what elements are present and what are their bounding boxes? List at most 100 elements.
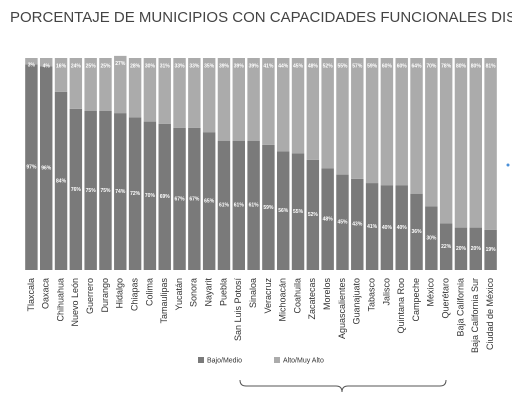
x-tick-label: Sonora xyxy=(189,278,199,307)
bar-segment xyxy=(217,58,231,141)
data-label: 75% xyxy=(86,188,97,194)
bar-segment xyxy=(484,58,497,230)
bar-segment xyxy=(128,58,142,118)
data-label: 69% xyxy=(160,194,171,200)
data-label: 48% xyxy=(323,216,334,222)
bar-segment xyxy=(262,144,275,270)
x-tick-label: Oaxaca xyxy=(41,278,51,309)
bar-segment xyxy=(469,227,483,270)
bar-segment xyxy=(276,151,290,270)
x-tick-label: Ciudad de México xyxy=(485,278,495,350)
bar-segment xyxy=(395,58,408,186)
data-label: 31% xyxy=(160,63,171,69)
data-label: 28% xyxy=(130,63,141,69)
data-label: 16% xyxy=(56,63,67,69)
bar-segment xyxy=(128,117,142,270)
bar-segment xyxy=(276,58,290,152)
data-label: 30% xyxy=(145,63,156,69)
x-tick-label: Nuevo León xyxy=(70,278,80,327)
data-label: 60% xyxy=(382,63,393,69)
bar-segment xyxy=(247,58,260,141)
x-tick-label: Sinaloa xyxy=(248,278,258,308)
data-label: 80% xyxy=(471,63,482,69)
bar-segment xyxy=(173,58,186,128)
x-tick-label: Chihuahua xyxy=(55,278,65,322)
data-label: 19% xyxy=(486,247,497,253)
data-label: 33% xyxy=(175,63,186,69)
bar-segment xyxy=(25,64,38,270)
data-label: 59% xyxy=(367,63,378,69)
bar-segment xyxy=(454,227,468,270)
x-tick-label: San Luis Potosí xyxy=(233,278,243,342)
data-label: 20% xyxy=(471,246,482,252)
x-tick-label: Guanajuato xyxy=(352,278,362,325)
x-tick-label: Coahuila xyxy=(292,278,302,314)
bar-segment xyxy=(351,58,364,179)
data-label: 27% xyxy=(115,61,126,67)
data-label: 70% xyxy=(145,193,156,199)
data-label: 40% xyxy=(382,225,393,231)
x-tick-label: Campeche xyxy=(411,278,421,322)
data-label: 67% xyxy=(175,196,186,202)
x-tick-label: Aguascalientes xyxy=(337,278,347,340)
bar-segment xyxy=(232,58,246,141)
bar-segment xyxy=(425,206,438,270)
bar-segment xyxy=(306,159,320,270)
data-label: 39% xyxy=(219,63,230,69)
x-tick-label: Jalisco xyxy=(381,278,391,306)
data-label: 30% xyxy=(426,236,437,242)
x-tick-label: Baja California xyxy=(455,278,465,337)
data-label: 20% xyxy=(456,246,467,252)
data-label: 41% xyxy=(367,224,378,230)
bar-segment xyxy=(291,153,305,270)
data-label: 52% xyxy=(308,212,319,218)
x-tick-label: Querétaro xyxy=(441,278,451,319)
bar-segment xyxy=(454,58,468,228)
data-label: 25% xyxy=(86,63,97,69)
data-label: 45% xyxy=(293,63,304,69)
bar-segment xyxy=(439,58,453,224)
data-label: 59% xyxy=(263,205,274,211)
bar-segment xyxy=(202,58,216,133)
x-tick-label: Tamaulipas xyxy=(159,278,169,324)
bar-segment xyxy=(143,121,157,270)
data-label: 57% xyxy=(352,63,363,69)
x-tick-label: Tabasco xyxy=(366,278,376,312)
data-label: 55% xyxy=(293,209,304,215)
x-tick-label: Puebla xyxy=(218,278,228,306)
data-label: 70% xyxy=(426,63,437,69)
bar-segment xyxy=(321,168,334,270)
bar-segment xyxy=(69,58,83,109)
x-tick-label: México xyxy=(426,278,436,307)
x-tick-label: Tlaxcala xyxy=(26,278,36,312)
data-label: 60% xyxy=(397,63,408,69)
bar-segment xyxy=(336,58,349,175)
bar-segment xyxy=(99,58,112,111)
bar-segment xyxy=(39,66,53,270)
x-tick-label: Morelos xyxy=(322,278,332,311)
bar-segment xyxy=(54,58,68,92)
data-label: 61% xyxy=(219,203,230,209)
chart-title: PORCENTAJE DE MUNICIPIOS CON CAPACIDADES… xyxy=(10,9,512,26)
data-label: 33% xyxy=(189,63,200,69)
bar-segment xyxy=(410,193,423,270)
x-tick-label: Zacatecas xyxy=(307,278,317,320)
bar-segment xyxy=(25,58,38,65)
data-label: 55% xyxy=(337,63,348,69)
data-label: 35% xyxy=(204,63,215,69)
bar-segment xyxy=(351,178,364,270)
data-label: 48% xyxy=(308,63,319,69)
data-label: 81% xyxy=(486,63,497,69)
legend-swatch xyxy=(198,357,204,363)
bar-segment xyxy=(158,58,171,124)
bar-segment xyxy=(321,58,334,169)
data-label: 36% xyxy=(412,229,423,235)
bar-segment xyxy=(365,183,379,270)
bar-segment xyxy=(173,127,186,271)
data-label: 4% xyxy=(43,63,51,69)
bar-segment xyxy=(217,140,231,270)
data-label: 96% xyxy=(41,166,52,172)
x-tick-label: Chiapas xyxy=(129,278,139,312)
data-label: 75% xyxy=(100,188,111,194)
bar-segment xyxy=(114,113,127,271)
